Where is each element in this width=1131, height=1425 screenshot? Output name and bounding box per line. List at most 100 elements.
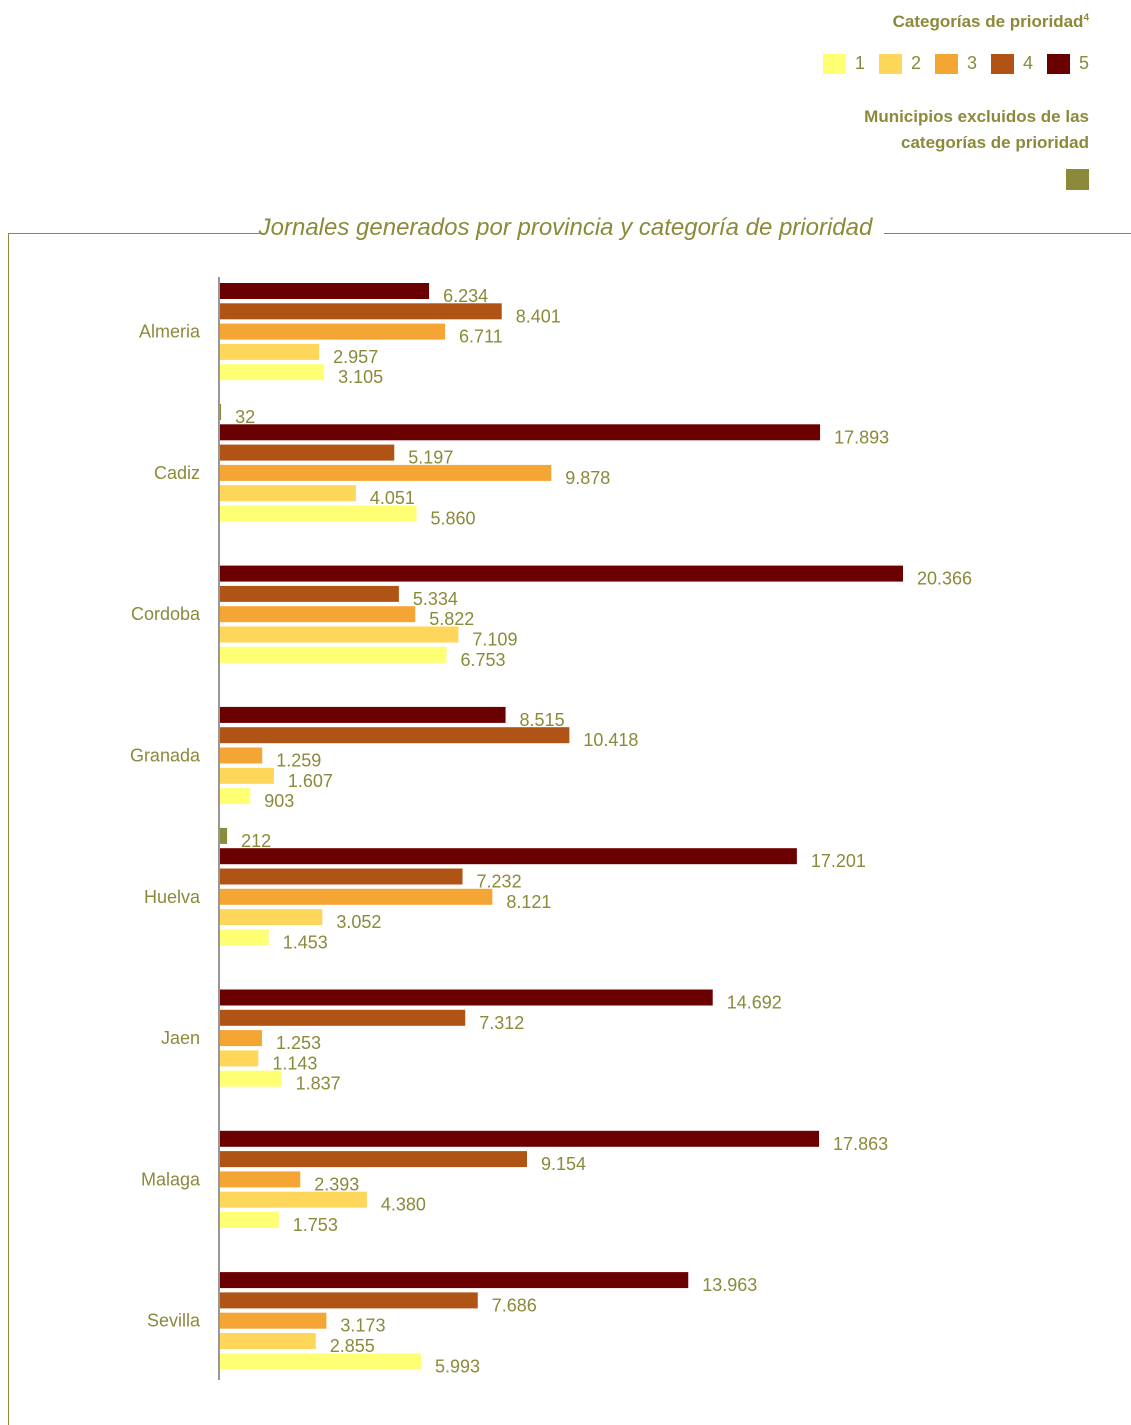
panel-border-top-right [884, 233, 1131, 234]
data-label: 17.201 [811, 851, 866, 871]
data-label: 3.052 [336, 912, 381, 932]
data-label: 14.692 [727, 993, 782, 1013]
data-label: 3.105 [338, 367, 383, 387]
category-label: Huelva [144, 887, 201, 907]
legend-label: 3 [966, 53, 977, 73]
bar [220, 1333, 316, 1349]
chart-title: Jornales generados por provincia y categ… [258, 214, 873, 241]
data-label: 2.393 [314, 1174, 359, 1194]
bar [220, 283, 430, 299]
bar [220, 989, 713, 1006]
legend-swatch [934, 53, 958, 74]
bar [220, 1130, 820, 1147]
bar [220, 788, 251, 805]
data-label: 2.855 [330, 1336, 375, 1356]
legend-label: 1 [854, 53, 865, 73]
bar [220, 727, 570, 744]
legend-item-3: 3 [934, 53, 977, 74]
legend-title: Categorías de prioridad4 [893, 12, 1089, 32]
bar [220, 424, 821, 441]
bar [220, 565, 903, 582]
data-label: 1.453 [283, 932, 328, 952]
legend-title-text: Categorías de prioridad [892, 12, 1084, 31]
bar [220, 1070, 282, 1087]
bar [220, 464, 552, 481]
bar [220, 485, 356, 502]
data-label: 9.154 [541, 1154, 586, 1174]
data-label: 4.051 [370, 488, 415, 508]
data-label: 9.878 [565, 468, 610, 488]
data-label: 1.753 [293, 1215, 338, 1235]
category-label: Almeria [139, 322, 201, 342]
legend-swatch [990, 53, 1014, 74]
legend-swatch [878, 53, 902, 74]
data-label: 5.993 [435, 1356, 480, 1376]
bar [220, 909, 323, 926]
bar [220, 848, 797, 865]
legend-label: 5 [1078, 53, 1089, 73]
bar [220, 343, 320, 360]
data-label: 7.109 [472, 630, 517, 650]
data-label: 8.515 [520, 710, 565, 730]
legend-label: 2 [910, 53, 921, 73]
bar [220, 606, 416, 623]
data-label: 212 [241, 831, 271, 851]
data-label: 1.607 [288, 771, 333, 791]
bar [220, 1151, 527, 1168]
bar [220, 888, 493, 905]
data-label: 1.143 [272, 1053, 317, 1073]
legend-swatch [1046, 53, 1070, 74]
data-label: 1.253 [276, 1033, 321, 1053]
data-label: 17.863 [833, 1134, 888, 1154]
bar [220, 444, 395, 461]
bar [220, 323, 446, 340]
bar [220, 929, 269, 946]
legend-title-footnote: 4 [1083, 12, 1089, 24]
bar [220, 1191, 367, 1208]
data-label: 5.197 [408, 448, 453, 468]
bar [220, 1030, 263, 1047]
data-label: 13.963 [702, 1275, 757, 1295]
bar [220, 505, 417, 522]
data-label: 7.312 [479, 1013, 524, 1033]
data-label: 32 [235, 407, 255, 427]
excluded-legend-swatch [1066, 169, 1089, 190]
bar [220, 646, 447, 663]
data-label: 17.893 [834, 427, 889, 447]
legend-label: 4 [1022, 53, 1033, 73]
excluded-legend-title: Municipios excluidos de las categorías d… [864, 107, 1089, 152]
data-label: 903 [264, 791, 294, 811]
bar [220, 1312, 327, 1329]
bar [220, 767, 274, 784]
data-label: 5.334 [413, 589, 458, 609]
category-label: Jaen [161, 1028, 200, 1048]
data-label: 1.837 [296, 1074, 341, 1094]
legend-swatch [822, 53, 846, 74]
legend-item-2: 2 [878, 53, 921, 74]
data-label: 5.822 [429, 609, 474, 629]
category-label: Malaga [141, 1169, 201, 1189]
bar [220, 827, 228, 844]
bar [220, 1292, 478, 1309]
data-label: 5.860 [431, 509, 476, 529]
bar [220, 868, 463, 885]
data-label: 7.232 [477, 872, 522, 892]
data-label: 2.957 [333, 347, 378, 367]
bar [220, 404, 222, 420]
data-label: 4.380 [381, 1195, 426, 1215]
data-label: 3.173 [340, 1316, 385, 1336]
bar [220, 1009, 466, 1026]
data-label: 10.418 [583, 730, 638, 750]
legend: 1 2 3 4 5 [809, 53, 1089, 74]
bar [220, 747, 263, 764]
data-label: 20.366 [917, 569, 972, 589]
legend-item-4: 4 [990, 53, 1033, 74]
bar [220, 585, 399, 602]
data-label: 6.753 [460, 650, 505, 670]
bar [220, 1353, 421, 1370]
data-label: 8.401 [516, 306, 561, 326]
legend-item-5: 5 [1046, 53, 1089, 74]
data-label: 1.259 [276, 751, 321, 771]
panel-border-top-left [8, 233, 264, 234]
